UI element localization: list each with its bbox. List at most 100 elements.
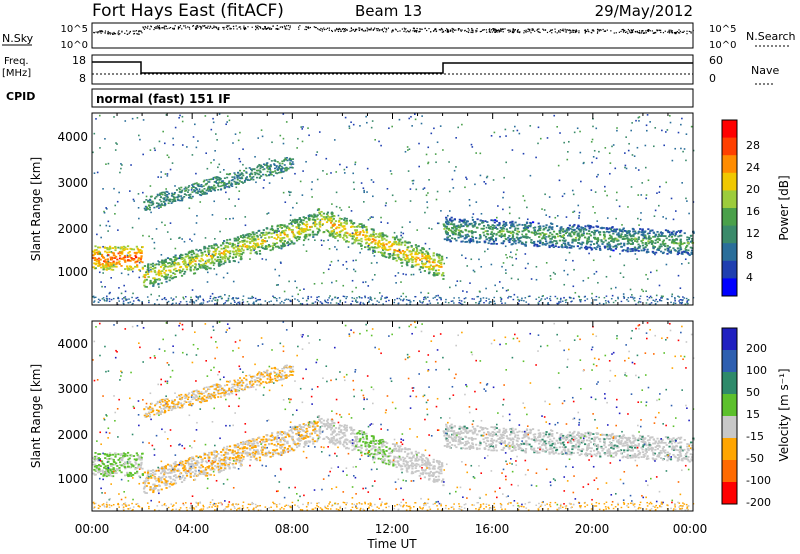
power-cell: [599, 249, 602, 251]
power-cell: [647, 228, 650, 231]
power-cell: [629, 250, 632, 253]
power-cell: [425, 256, 428, 258]
power-cell: [510, 251, 512, 254]
power-cell: [97, 298, 100, 301]
power-cell: [327, 268, 330, 271]
power-cell: [683, 148, 686, 150]
nsky-point: [229, 28, 231, 30]
power-cell: [214, 258, 217, 261]
power-cell: [95, 118, 97, 120]
power-cell: [127, 252, 130, 254]
power-cell: [572, 229, 575, 232]
power-cell: [194, 257, 197, 260]
power-cell: [454, 230, 457, 232]
power-cell: [115, 142, 117, 144]
power-cell: [317, 230, 320, 233]
power-cell: [644, 243, 647, 246]
nsky-point: [415, 31, 418, 33]
power-cell: [609, 228, 613, 231]
power-cell: [388, 127, 390, 130]
power-cell: [561, 230, 565, 233]
nsky-point: [263, 28, 265, 30]
power-cell: [178, 302, 181, 305]
power-cell: [162, 197, 165, 200]
power-cell: [141, 267, 144, 270]
power-cell: [592, 226, 595, 229]
power-cell: [93, 301, 95, 303]
power-cell: [338, 230, 342, 233]
power-cell: [527, 262, 529, 265]
power-cell: [472, 213, 475, 215]
power-cell: [277, 166, 280, 169]
power-cell: [138, 268, 141, 271]
power-cell: [213, 254, 217, 257]
power-cell: [121, 257, 125, 260]
power-cell: [239, 235, 243, 237]
power-cell: [262, 163, 265, 166]
nsky-point: [158, 28, 160, 30]
nsky-point: [501, 28, 503, 30]
nsky-point: [554, 31, 556, 33]
power-cell: [394, 257, 397, 260]
power-cell: [331, 230, 334, 232]
power-cell: [642, 249, 645, 252]
power-cell: [674, 241, 677, 244]
power-cell: [690, 251, 693, 254]
power-cell: [200, 190, 203, 193]
power-cell: [450, 219, 453, 222]
power-cell: [279, 261, 282, 264]
power-cell: [272, 246, 275, 249]
power-cell: [104, 286, 106, 288]
nsky-point: [692, 29, 694, 32]
nsky-point: [428, 28, 430, 30]
power-cell: [480, 227, 483, 230]
power-cell: [585, 228, 588, 231]
power-cell: [516, 227, 520, 230]
nsky-point: [258, 26, 260, 28]
power-cell: [301, 128, 304, 130]
power-cell: [501, 302, 503, 304]
power-cell: [624, 249, 628, 252]
power-cell: [518, 223, 521, 226]
nsky-point: [264, 26, 266, 28]
power-cell: [184, 264, 187, 267]
power-cell: [319, 301, 322, 303]
power-cell: [664, 242, 667, 245]
power-cell: [180, 199, 183, 202]
power-cell: [625, 230, 628, 233]
nsky-point: [598, 30, 601, 32]
power-cell: [356, 225, 359, 228]
power-cell: [351, 222, 355, 225]
power-cell: [634, 232, 637, 234]
power-cell: [108, 251, 111, 254]
nsky-point: [373, 28, 375, 30]
power-cell: [161, 204, 164, 206]
nsky-point: [576, 30, 578, 32]
power-cell: [218, 181, 221, 184]
power-cell: [219, 178, 222, 181]
nsky-label: N.Sky: [2, 32, 34, 45]
power-cell: [175, 270, 178, 272]
power-cell: [631, 243, 634, 245]
power-cell: [271, 141, 273, 144]
power-cell: [611, 294, 614, 297]
power-cell: [468, 223, 471, 225]
nsky-point: [159, 27, 161, 29]
power-cell: [288, 158, 291, 161]
power-cell: [471, 239, 475, 241]
power-cell: [631, 154, 634, 156]
power-cell: [435, 272, 438, 275]
power-cell: [105, 262, 108, 265]
nsky-point: [336, 28, 338, 31]
power-cell: [255, 300, 258, 302]
nsky-point: [144, 25, 146, 28]
power-cell: [215, 182, 218, 184]
power-cell: [279, 237, 282, 240]
nsky-point: [168, 27, 170, 29]
power-cell: [593, 233, 596, 236]
power-cell: [641, 234, 645, 237]
power-cell: [247, 297, 250, 299]
power-cell: [616, 240, 619, 242]
power-cell: [655, 251, 658, 254]
power-cell: [372, 252, 374, 254]
